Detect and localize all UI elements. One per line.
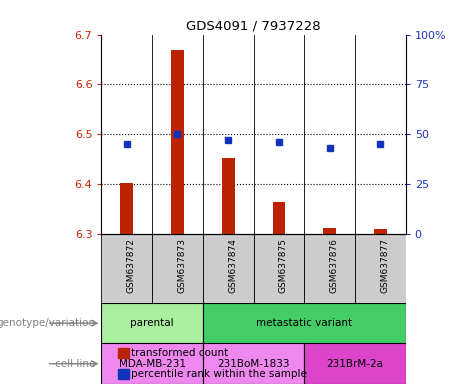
Bar xyxy=(323,228,336,234)
Text: GSM637876: GSM637876 xyxy=(330,238,339,293)
Bar xyxy=(254,234,304,303)
Text: GSM637872: GSM637872 xyxy=(127,238,136,293)
Title: GDS4091 / 7937228: GDS4091 / 7937228 xyxy=(186,19,321,32)
Text: GSM637877: GSM637877 xyxy=(380,238,390,293)
Bar xyxy=(203,343,304,384)
Bar xyxy=(101,234,152,303)
Text: genotype/variation: genotype/variation xyxy=(0,318,95,328)
Bar xyxy=(304,234,355,303)
Bar xyxy=(101,343,203,384)
Bar xyxy=(120,183,133,234)
Bar xyxy=(101,303,203,343)
Text: percentile rank within the sample: percentile rank within the sample xyxy=(131,369,307,379)
Bar xyxy=(152,234,203,303)
Text: GSM637874: GSM637874 xyxy=(228,238,237,293)
Bar xyxy=(355,234,406,303)
Bar xyxy=(203,234,254,303)
Text: 231BrM-2a: 231BrM-2a xyxy=(326,359,384,369)
Bar xyxy=(272,202,285,234)
Text: MDA-MB-231: MDA-MB-231 xyxy=(118,359,186,369)
Text: cell line: cell line xyxy=(55,359,95,369)
Bar xyxy=(374,229,387,234)
Text: transformed count: transformed count xyxy=(131,348,229,358)
Text: parental: parental xyxy=(130,318,174,328)
Text: metastatic variant: metastatic variant xyxy=(256,318,352,328)
Bar xyxy=(304,343,406,384)
Text: GSM637875: GSM637875 xyxy=(279,238,288,293)
Text: 231BoM-1833: 231BoM-1833 xyxy=(217,359,290,369)
Text: GSM637873: GSM637873 xyxy=(177,238,187,293)
Bar xyxy=(171,50,184,234)
Bar xyxy=(222,158,235,234)
Bar xyxy=(203,303,406,343)
